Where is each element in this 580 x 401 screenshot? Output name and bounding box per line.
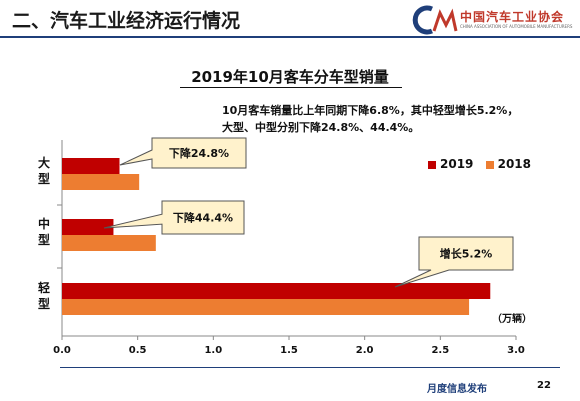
slide-title: 二、汽车工业经济运行情况 (12, 10, 241, 32)
callout-box (103, 200, 245, 235)
category-label: 型 (38, 171, 50, 186)
page-number: 22 (537, 380, 551, 391)
legend-label-2018: 2018 (497, 157, 531, 171)
x-tick-label: 2.5 (431, 345, 449, 356)
logo-text: 中国汽车工业协会 (460, 10, 565, 24)
x-tick-label: 2.0 (356, 345, 374, 356)
bar-2019-中型 (62, 219, 114, 235)
x-tick-label: 1.5 (280, 345, 298, 356)
callout-box (394, 236, 514, 288)
bar-2018-轻型 (62, 299, 470, 315)
legend: 2019 2018 (428, 157, 539, 171)
callout-label: 下降24.8% (169, 146, 229, 160)
category-label: 型 (38, 296, 50, 311)
x-tick-label: 3.0 (507, 345, 525, 356)
bar-2019-轻型 (62, 283, 491, 299)
x-tick-label: 1.0 (204, 345, 222, 356)
footer-divider (60, 367, 560, 368)
footer-text: 月度信息发布 (427, 384, 487, 395)
chart-title-underline (180, 87, 402, 88)
x-tick-label: 0.0 (53, 345, 71, 356)
callout-label: 增长5.2% (440, 247, 493, 261)
legend-swatch-2018 (485, 160, 494, 169)
callout-box (119, 137, 247, 169)
x-tick-label: 0.5 (129, 345, 147, 356)
category-label: 大 (38, 155, 50, 170)
caam-logo-icon (412, 5, 458, 35)
legend-label-2019: 2019 (440, 157, 474, 171)
legend-item-2019: 2019 (428, 157, 473, 171)
chart-note: 10月客车销量比上年同期下降6.8%，其中轻型增长5.2%，大型、中型分别下降2… (222, 104, 519, 134)
legend-item-2018: 2018 (485, 157, 531, 171)
bar-2019-大型 (62, 158, 120, 174)
header-divider (0, 36, 580, 38)
category-label: 型 (38, 232, 50, 247)
category-label: 中 (38, 216, 50, 231)
bar-2018-大型 (62, 174, 140, 190)
callout-label: 下降44.4% (173, 211, 233, 225)
chart-title: 2019年10月客车分车型销量 (191, 68, 389, 86)
legend-swatch-2019 (428, 160, 436, 169)
caam-logo: 中国汽车工业协会 CHINA ASSOCIATION OF AUTOMOBILE… (410, 5, 573, 35)
bar-2018-中型 (62, 235, 156, 251)
header: 二、汽车工业经济运行情况 中国汽车工业协会 CHINA ASSOCIATION … (0, 0, 580, 40)
unit-label: （万辆） (492, 312, 532, 325)
category-label: 轻 (38, 280, 50, 295)
logo-subtext: CHINA ASSOCIATION OF AUTOMOBILE MANUFACT… (460, 24, 573, 29)
